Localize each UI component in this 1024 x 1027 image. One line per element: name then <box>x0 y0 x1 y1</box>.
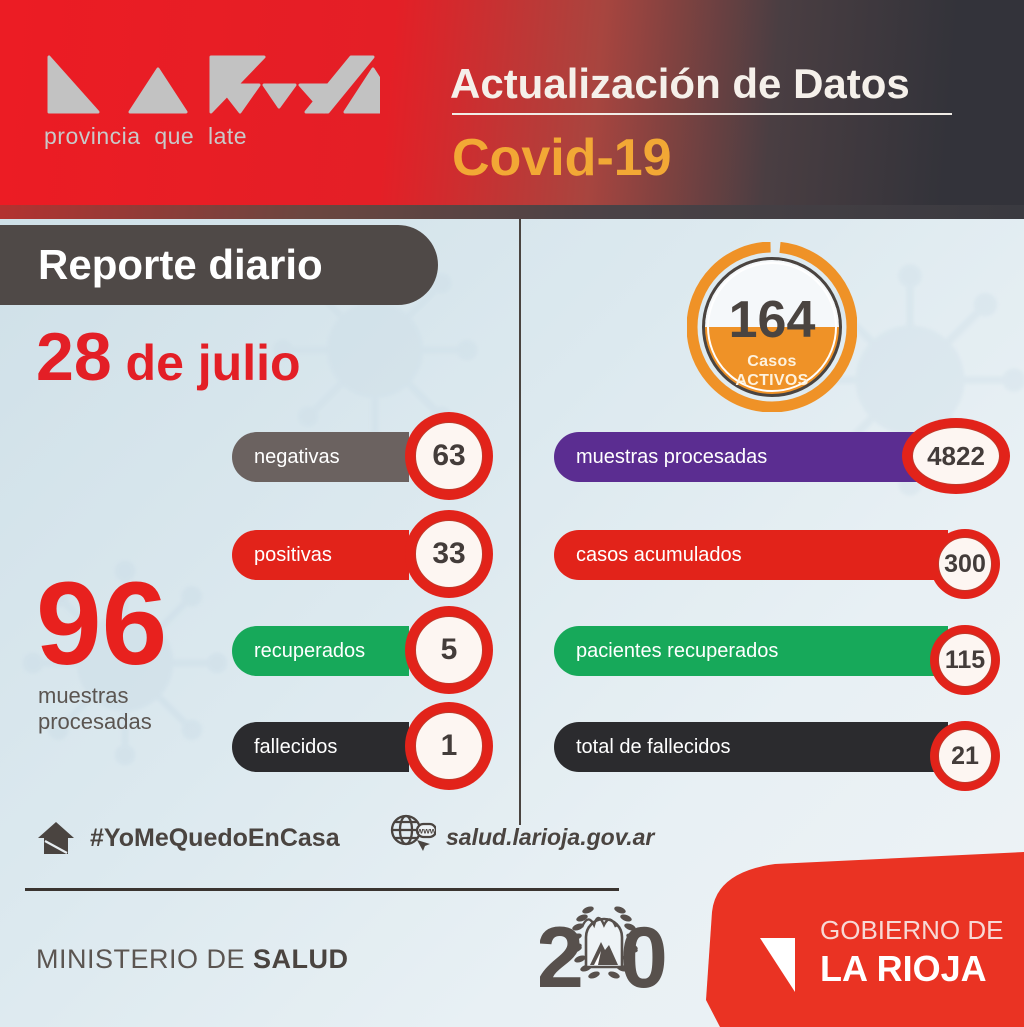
svg-text:www: www <box>416 826 436 836</box>
